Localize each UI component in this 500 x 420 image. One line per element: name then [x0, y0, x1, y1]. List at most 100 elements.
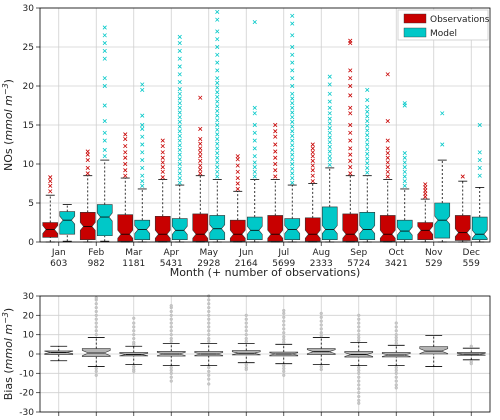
obs-outlier	[348, 76, 353, 81]
ytick-label-bottom: 20	[23, 311, 35, 321]
bias-outlier	[394, 341, 398, 345]
bias-outlier	[394, 338, 398, 343]
model-outlier	[290, 171, 295, 176]
xtick-label-count: 603	[50, 259, 67, 269]
obs-outlier	[385, 72, 390, 77]
obs-outlier	[123, 150, 128, 155]
model-outlier	[140, 134, 145, 139]
model-outlier	[402, 179, 407, 184]
model-outlier	[290, 44, 295, 50]
obs-outlier	[385, 150, 390, 156]
obs-outlier	[85, 171, 90, 176]
bias-outlier	[94, 329, 98, 333]
model-outlier	[327, 158, 332, 163]
model-outlier	[215, 141, 220, 146]
model-outlier	[215, 44, 220, 50]
model-outlier	[290, 101, 295, 106]
bias-outlier	[244, 339, 248, 344]
bias-outlier	[357, 321, 361, 325]
model-outlier	[177, 41, 182, 46]
model-outlier	[252, 174, 257, 179]
model-outlier	[402, 165, 407, 170]
bias-outlier	[207, 365, 211, 370]
model-outlier	[365, 151, 370, 156]
bias-outlier	[469, 344, 473, 348]
model-outlier	[102, 147, 107, 153]
obs-outlier	[85, 149, 90, 154]
model-outlier	[327, 135, 332, 140]
obs-outlier	[123, 143, 128, 149]
model-outlier	[177, 133, 182, 139]
bias-outlier	[169, 329, 173, 333]
obs-outlier	[348, 68, 353, 73]
bias-outlier	[394, 329, 398, 333]
model-outlier	[440, 111, 445, 116]
obs-outlier	[310, 154, 315, 159]
bias-outlier	[394, 321, 398, 325]
model-outlier	[177, 56, 182, 61]
bias-outlier	[207, 333, 211, 337]
model-outlier	[177, 119, 182, 124]
obs-box	[192, 213, 209, 242]
model-box	[59, 211, 76, 235]
model-outlier	[365, 109, 370, 114]
bias-outlier	[394, 335, 398, 340]
bias-outlier	[244, 321, 248, 325]
bias-outlier	[319, 323, 323, 327]
bias-outlier	[132, 333, 136, 337]
bias-outlier	[94, 296, 98, 300]
model-outlier	[215, 113, 220, 118]
model-outlier	[365, 104, 370, 110]
obs-outlier	[385, 146, 390, 151]
model-outlier	[215, 132, 220, 137]
obs-outlier	[123, 161, 128, 167]
bias-outlier	[169, 325, 173, 329]
bias-outlier	[244, 336, 248, 341]
ytick-label-top: 15	[23, 121, 34, 131]
model-outlier	[290, 105, 295, 110]
bias-outlier	[244, 333, 248, 337]
xtick-label-month: Mar	[125, 248, 142, 258]
model-outlier	[215, 29, 220, 34]
bias-box	[419, 346, 449, 355]
bias-outlier	[357, 387, 361, 391]
obs-box	[379, 215, 396, 242]
model-outlier	[290, 124, 295, 129]
legend-swatch	[403, 13, 427, 24]
model-outlier	[290, 110, 295, 115]
model-outlier	[215, 9, 220, 14]
obs-outlier	[235, 175, 240, 181]
obs-outlier	[348, 165, 353, 170]
model-outlier	[327, 140, 332, 145]
bias-outlier	[244, 363, 248, 367]
obs-box	[229, 219, 246, 242]
bias-outlier	[394, 365, 398, 370]
model-outlier	[290, 83, 295, 89]
bias-outlier	[282, 369, 286, 373]
obs-outlier	[123, 132, 128, 137]
model-outlier	[215, 118, 220, 123]
model-outlier	[252, 160, 257, 165]
obs-outlier	[198, 163, 203, 168]
bias-outlier	[94, 317, 98, 321]
xtick-label-count: 5724	[347, 259, 370, 269]
bias-outlier	[132, 321, 136, 325]
model-outlier	[252, 165, 257, 170]
model-outlier	[177, 129, 182, 134]
model-outlier	[102, 119, 107, 124]
obs-outlier	[235, 186, 240, 192]
model-outlier	[102, 154, 107, 159]
model-outlier	[102, 48, 107, 53]
xtick-label-count: 529	[425, 259, 442, 269]
model-outlier	[290, 91, 295, 96]
bias-outlier	[394, 333, 398, 337]
model-outlier	[102, 83, 107, 89]
bias-outlier	[169, 368, 173, 373]
bias-outlier	[169, 317, 173, 321]
model-outlier	[140, 126, 145, 131]
bias-outlier	[357, 391, 361, 395]
bias-outlier	[207, 336, 211, 341]
obs-outlier	[310, 179, 315, 184]
model-outlier	[365, 97, 370, 103]
bias-outlier	[169, 313, 173, 317]
